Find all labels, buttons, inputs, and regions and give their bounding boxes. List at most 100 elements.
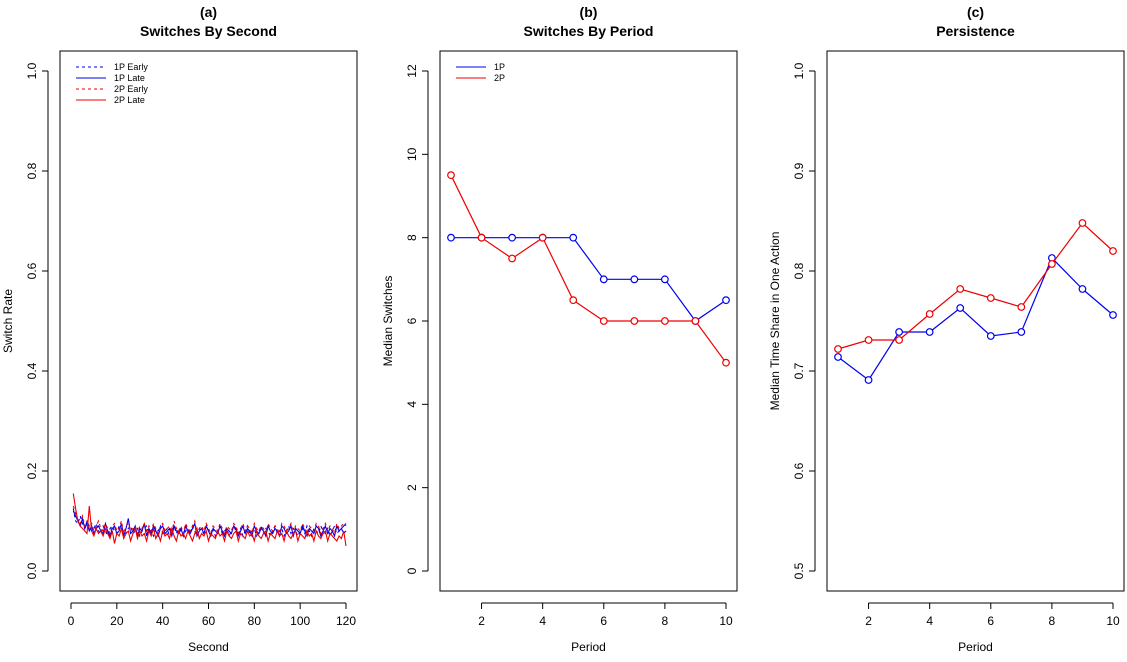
x-tick-label: 2	[478, 614, 485, 628]
y-axis-label: Switch Rate	[1, 289, 15, 353]
x-tick-label: 4	[926, 614, 933, 628]
panel-title: Switches By Second	[140, 23, 277, 39]
data-point	[630, 275, 639, 284]
data-point	[630, 317, 639, 325]
data-point	[660, 317, 669, 325]
y-axis-label: Median Switches	[381, 276, 395, 367]
legend-label: 2P Late	[114, 95, 145, 105]
series-line-2p-late	[72, 493, 347, 547]
x-tick-label: 2	[865, 614, 872, 628]
series-line-series-1	[837, 256, 1114, 381]
x-axis-label: Second	[188, 640, 229, 654]
plot-frame	[439, 50, 738, 592]
y-tick-label: 0.0	[25, 562, 39, 579]
data-point	[599, 275, 608, 284]
data-point	[1017, 328, 1026, 336]
x-tick-label: 4	[539, 614, 546, 628]
y-tick-label: 2	[405, 484, 419, 491]
x-tick-label: 20	[110, 614, 124, 628]
x-tick-label: 6	[600, 614, 607, 628]
y-tick-label: 0.8	[25, 162, 39, 179]
data-point	[569, 296, 578, 305]
data-point	[722, 358, 730, 367]
y-tick-label: 0.7	[792, 362, 806, 379]
series-line-1p-early	[72, 508, 347, 538]
data-point	[895, 328, 904, 336]
data-point	[1078, 285, 1087, 293]
x-tick-label: 120	[336, 614, 356, 628]
panel-a: (a) Switches By Second 0 20 40 60 80 100 120 Seco…	[1, 4, 358, 654]
y-tick-label: 0.8	[792, 262, 806, 279]
y-tick-label: 0.9	[792, 162, 806, 179]
data-point	[834, 345, 842, 353]
data-point	[1047, 260, 1056, 268]
x-tick-label: 60	[202, 614, 216, 628]
plot-frame	[826, 50, 1125, 592]
series-line-1p	[451, 237, 727, 322]
y-tick-label: 12	[405, 64, 419, 78]
data-point	[956, 304, 965, 312]
x-tick-label: 100	[290, 614, 310, 628]
y-tick-label: 0.6	[25, 262, 39, 279]
panel-b: (b) Switches By Period 2 4 6 8 10 Period 0 2 4 6 8 10…	[381, 4, 738, 654]
x-tick-label: 40	[156, 614, 170, 628]
data-point	[1109, 311, 1117, 319]
panel-title: Switches By Period	[524, 23, 654, 39]
panel-title: Persistence	[936, 23, 1015, 39]
data-point	[660, 275, 669, 284]
data-point	[1017, 303, 1026, 311]
y-tick-label: 6	[405, 317, 419, 324]
data-point	[925, 328, 934, 336]
y-tick-label: 0.4	[25, 362, 39, 379]
data-point	[538, 233, 547, 242]
y-tick-label: 1.0	[792, 62, 806, 79]
series-line-series-2	[837, 222, 1114, 350]
data-point	[477, 233, 486, 242]
plot-frame	[59, 50, 358, 592]
data-point	[722, 296, 730, 305]
panel-letter: (b)	[580, 4, 598, 20]
legend-label: 1P	[494, 62, 505, 72]
series-line-2p	[450, 174, 727, 364]
y-tick-label: 0	[405, 567, 419, 574]
data-point	[986, 294, 995, 302]
x-axis-label: Period	[958, 640, 993, 654]
y-tick-label: 0.5	[792, 562, 806, 579]
data-point	[508, 233, 517, 242]
y-tick-label: 8	[405, 234, 419, 241]
legend-label: 1P Early	[114, 62, 148, 72]
x-tick-label: 10	[719, 614, 733, 628]
data-point	[956, 285, 965, 293]
panel-c: (c) Persistence 2 4 6 8 10 Period 0.5 0.6 0.7 0.8 0.…	[768, 4, 1125, 654]
data-point	[1078, 219, 1087, 227]
y-tick-label: 4	[405, 401, 419, 408]
data-point	[508, 254, 517, 263]
y-tick-label: 0.6	[792, 462, 806, 479]
data-point	[447, 171, 455, 180]
panel-letter: (a)	[200, 4, 217, 20]
legend-label: 1P Late	[114, 73, 145, 83]
x-tick-label: 80	[248, 614, 262, 628]
legend-label: 2P	[494, 73, 505, 83]
x-tick-label: 10	[1106, 614, 1120, 628]
data-point	[864, 376, 873, 384]
x-tick-label: 8	[1049, 614, 1056, 628]
data-point	[834, 353, 842, 361]
x-tick-label: 8	[662, 614, 669, 628]
panel-letter: (c)	[967, 4, 984, 20]
series-line-1p-late	[72, 510, 347, 539]
data-point	[864, 336, 873, 344]
data-point	[1109, 247, 1117, 255]
x-tick-label: 0	[68, 614, 75, 628]
y-axis-label: Median Time Share in One Action	[768, 232, 782, 411]
data-point	[895, 336, 904, 344]
x-tick-label: 6	[987, 614, 994, 628]
series-line-2p-early	[72, 505, 347, 536]
data-point	[599, 317, 608, 325]
data-point	[925, 310, 934, 318]
y-tick-label: 0.2	[25, 462, 39, 479]
data-point	[447, 233, 455, 242]
data-point	[986, 332, 995, 340]
